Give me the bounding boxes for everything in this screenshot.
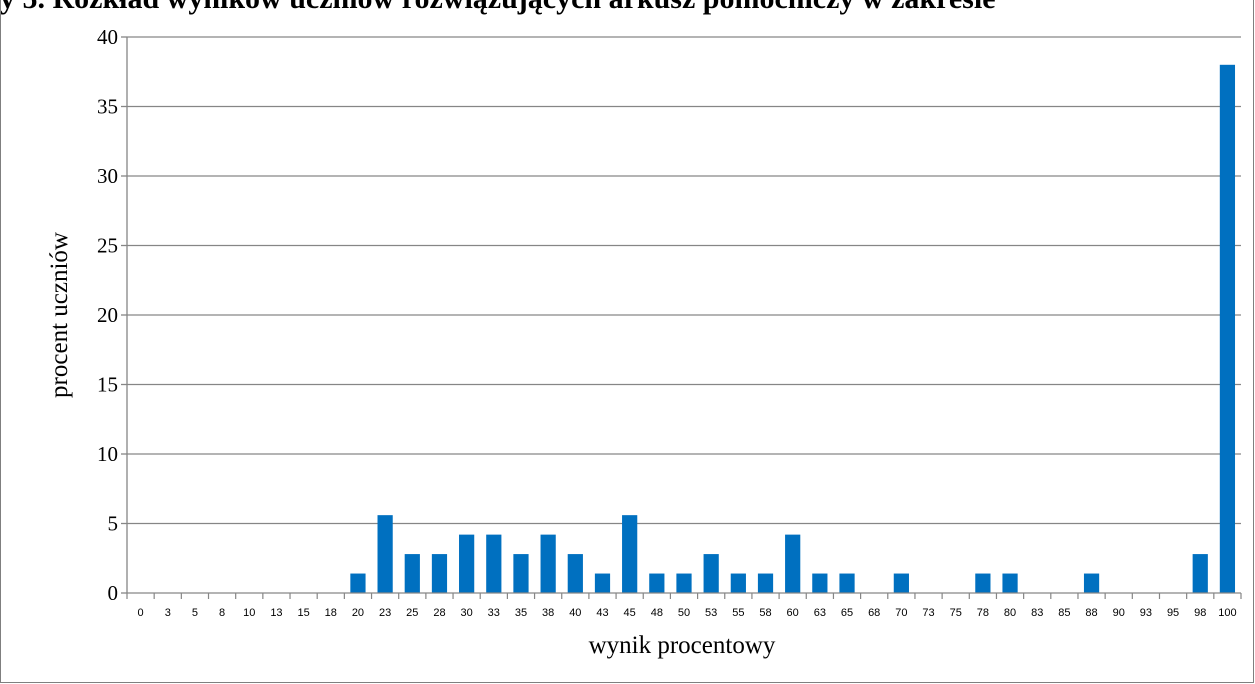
- bar: [377, 515, 393, 593]
- bar: [1083, 573, 1100, 593]
- x-tick-label: 90: [1113, 607, 1125, 619]
- x-tick-label: 68: [868, 607, 880, 619]
- bar: [459, 534, 475, 593]
- bar: [486, 534, 502, 593]
- x-tick-label: 70: [895, 607, 907, 619]
- x-tick-label: 60: [787, 607, 799, 619]
- bar: [785, 534, 801, 593]
- x-tick-label: 63: [814, 607, 826, 619]
- bar: [567, 554, 583, 593]
- x-tick-label: 40: [569, 607, 581, 619]
- y-tick-label: 30: [97, 164, 118, 188]
- bar: [676, 573, 692, 593]
- x-tick-label: 48: [651, 607, 663, 619]
- bar: [622, 515, 638, 593]
- y-tick-label: 25: [97, 234, 118, 258]
- x-tick-label: 23: [379, 607, 391, 619]
- bar: [975, 573, 991, 593]
- bar: [649, 573, 665, 593]
- x-tick-labels: 0 3 5 8 10 13 15 18 20 23 25 28 30 33 35 38 40 43 45 48 50 53…: [138, 607, 1237, 619]
- x-tick-label: 75: [950, 607, 962, 619]
- y-tick-label: 15: [97, 373, 118, 397]
- x-tick-label: 85: [1058, 607, 1070, 619]
- bars: [350, 64, 1236, 594]
- x-tick-label: 15: [297, 607, 309, 619]
- y-tick-label: 10: [97, 442, 118, 466]
- x-tick-label: 18: [325, 607, 337, 619]
- x-tick-label: 73: [922, 607, 934, 619]
- y-tick-label: 35: [97, 95, 118, 119]
- y-axis-title: procent uczniów: [46, 232, 73, 398]
- x-tick-label: 88: [1085, 607, 1097, 619]
- x-tick-label: 100: [1218, 607, 1236, 619]
- bar: [540, 534, 556, 593]
- x-tick-label: 58: [759, 607, 771, 619]
- x-tick-label: 95: [1167, 607, 1179, 619]
- x-tick-label: 13: [270, 607, 282, 619]
- cropped-figure-caption: y 5. Rozkład wyników uczniów rozwiązując…: [0, 0, 1255, 28]
- y-tick-label: 40: [97, 25, 118, 49]
- bar: [730, 573, 746, 593]
- x-tick-label: 8: [219, 607, 225, 619]
- x-tick-label: 33: [488, 607, 500, 619]
- x-tick-label: 83: [1031, 607, 1043, 619]
- x-tick-label: 45: [624, 607, 636, 619]
- bar: [513, 554, 529, 593]
- x-tick-label: 53: [705, 607, 717, 619]
- y-tick-label: 0: [108, 581, 119, 605]
- bar: [594, 573, 611, 593]
- x-tick-label: 10: [243, 607, 255, 619]
- bar: [703, 554, 719, 593]
- x-tick-label: 50: [678, 607, 690, 619]
- x-tick-label: 28: [433, 607, 445, 619]
- x-tick-label: 3: [165, 607, 171, 619]
- x-tick-label: 38: [542, 607, 554, 619]
- x-tick-label: 65: [841, 607, 853, 619]
- bar: [1002, 573, 1018, 593]
- axes: [126, 37, 1241, 594]
- x-tick-label: 35: [515, 607, 527, 619]
- bar: [812, 573, 828, 593]
- x-tick-label: 80: [1004, 607, 1016, 619]
- bar: [1192, 554, 1208, 593]
- bar: [431, 554, 448, 593]
- bar: [404, 554, 420, 593]
- x-tick-label: 5: [192, 607, 198, 619]
- x-axis-title: wynik procentowy: [589, 632, 776, 659]
- x-tick-label: 30: [461, 607, 473, 619]
- bar: [350, 573, 366, 593]
- x-tick-label: 98: [1194, 607, 1206, 619]
- bar: [1219, 64, 1236, 594]
- x-tick-label: 93: [1140, 607, 1152, 619]
- x-tick-label: 20: [352, 607, 364, 619]
- x-tick-label: 0: [138, 607, 144, 619]
- x-tick-label: 25: [406, 607, 418, 619]
- bar: [893, 573, 909, 593]
- x-tick-label: 43: [596, 607, 608, 619]
- gridlines: [121, 36, 1242, 599]
- bar: [757, 573, 774, 593]
- bar: [839, 573, 855, 593]
- y-tick-labels: 0 5 10 15 20 25 30 35 40: [97, 25, 118, 605]
- figure-caption-text: y 5. Rozkład wyników uczniów rozwiązując…: [0, 0, 996, 16]
- y-tick-label: 5: [108, 512, 119, 536]
- y-tick-label: 20: [97, 303, 118, 327]
- x-tick-label: 78: [977, 607, 989, 619]
- x-tick-label: 55: [732, 607, 744, 619]
